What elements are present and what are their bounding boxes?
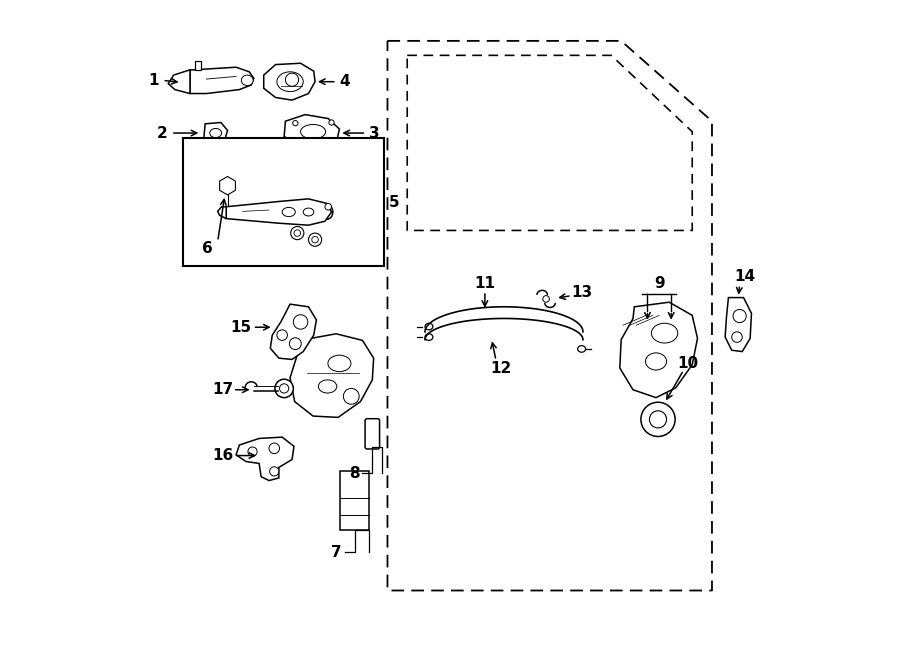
Text: 10: 10	[678, 356, 698, 371]
Circle shape	[280, 384, 289, 393]
Circle shape	[344, 389, 359, 405]
Text: 9: 9	[654, 276, 664, 291]
Circle shape	[285, 73, 299, 87]
Bar	[184, 137, 384, 266]
Circle shape	[292, 120, 298, 126]
Polygon shape	[284, 114, 339, 150]
Ellipse shape	[328, 355, 351, 371]
Circle shape	[311, 237, 319, 243]
Text: 8: 8	[349, 466, 360, 481]
Polygon shape	[218, 207, 226, 219]
Ellipse shape	[241, 75, 253, 86]
Circle shape	[294, 230, 301, 237]
Circle shape	[293, 315, 308, 329]
Circle shape	[274, 379, 293, 398]
Polygon shape	[226, 199, 331, 225]
Ellipse shape	[425, 334, 433, 340]
Circle shape	[543, 295, 549, 302]
Ellipse shape	[652, 323, 678, 343]
Circle shape	[248, 447, 257, 456]
Ellipse shape	[301, 124, 326, 139]
Circle shape	[269, 443, 280, 453]
Polygon shape	[236, 437, 294, 481]
Text: 16: 16	[212, 448, 233, 463]
Ellipse shape	[277, 72, 303, 92]
Ellipse shape	[210, 128, 221, 137]
Ellipse shape	[645, 353, 667, 370]
Circle shape	[733, 309, 746, 323]
Ellipse shape	[578, 346, 586, 352]
Circle shape	[325, 204, 331, 210]
Polygon shape	[290, 334, 374, 417]
Polygon shape	[264, 63, 315, 100]
Bar	[340, 471, 369, 530]
Ellipse shape	[283, 208, 295, 217]
Circle shape	[270, 467, 279, 476]
Circle shape	[312, 142, 318, 147]
Circle shape	[291, 227, 304, 240]
Text: 13: 13	[572, 286, 592, 301]
Text: 17: 17	[212, 382, 233, 397]
Polygon shape	[168, 70, 190, 94]
Circle shape	[328, 120, 334, 125]
Text: 1: 1	[148, 73, 159, 88]
Ellipse shape	[425, 323, 433, 330]
Text: 3: 3	[369, 126, 380, 141]
Polygon shape	[220, 176, 236, 195]
Circle shape	[641, 403, 675, 436]
Ellipse shape	[319, 380, 337, 393]
Text: 2: 2	[157, 126, 167, 141]
FancyBboxPatch shape	[365, 418, 380, 449]
Polygon shape	[203, 122, 228, 143]
Text: 7: 7	[331, 545, 342, 560]
Text: 14: 14	[734, 269, 755, 284]
Circle shape	[732, 332, 742, 342]
Polygon shape	[270, 304, 317, 360]
Circle shape	[309, 233, 321, 247]
Bar	[194, 61, 202, 70]
Circle shape	[277, 330, 287, 340]
Polygon shape	[620, 302, 698, 398]
Text: 4: 4	[339, 74, 350, 89]
Text: 15: 15	[230, 320, 251, 334]
Text: 5: 5	[389, 194, 400, 210]
Polygon shape	[190, 67, 254, 94]
Polygon shape	[725, 297, 752, 352]
Ellipse shape	[303, 208, 314, 216]
Circle shape	[650, 410, 667, 428]
Circle shape	[290, 338, 302, 350]
Text: 11: 11	[474, 276, 495, 291]
Text: 12: 12	[491, 361, 512, 376]
Text: 6: 6	[202, 241, 213, 256]
